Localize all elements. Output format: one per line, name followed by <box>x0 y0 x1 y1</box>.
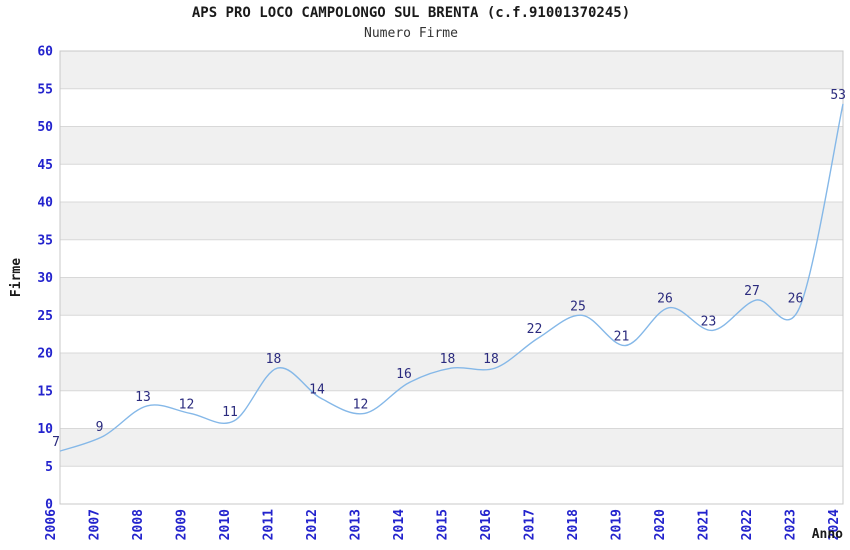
point-label: 13 <box>135 390 151 405</box>
chart-title: APS PRO LOCO CAMPOLONGO SUL BRENTA (c.f.… <box>191 5 631 21</box>
point-label: 27 <box>744 284 760 299</box>
point-label: 25 <box>570 299 586 314</box>
point-label: 21 <box>614 329 630 344</box>
point-label: 22 <box>527 322 543 337</box>
x-tick-label: 2020 <box>653 509 668 540</box>
gridlines <box>60 88 843 467</box>
point-label: 26 <box>788 292 804 307</box>
point-label: 26 <box>657 292 673 307</box>
x-tick-label: 2009 <box>175 509 190 540</box>
point-label: 18 <box>266 352 282 367</box>
plot-band <box>60 428 843 467</box>
point-label: 9 <box>96 420 104 435</box>
chart-subtitle: Numero Firme <box>364 26 458 41</box>
point-label: 11 <box>222 405 238 420</box>
x-tick-label: 2018 <box>566 509 581 540</box>
plot-band <box>60 277 843 316</box>
plot-band <box>60 51 843 89</box>
x-tick-label: 2015 <box>436 509 451 540</box>
point-labels: 7 9 13 12 11 18 14 12 16 18 18 22 25 21 26 23 27 26 53 <box>52 88 846 450</box>
y-axis-label: Firme <box>9 258 24 297</box>
y-tick-label: 25 <box>37 309 53 324</box>
x-tick-label: 2008 <box>131 509 146 540</box>
x-axis-label: Anno <box>812 527 843 542</box>
plot-band <box>60 202 843 240</box>
y-tick-labels: 0 5 10 15 20 25 30 35 40 45 50 55 60 <box>37 45 53 513</box>
y-tick-label: 30 <box>37 271 53 286</box>
point-label: 18 <box>440 352 456 367</box>
point-label: 12 <box>179 397 195 412</box>
x-tick-label: 2019 <box>610 509 625 540</box>
point-label: 18 <box>483 352 499 367</box>
point-label: 23 <box>701 314 717 329</box>
x-tick-label: 2017 <box>523 509 538 540</box>
y-tick-label: 35 <box>37 233 53 248</box>
point-label: 7 <box>52 435 60 450</box>
point-label: 14 <box>309 382 325 397</box>
y-tick-label: 20 <box>37 347 53 362</box>
x-tick-label: 2006 <box>44 509 59 540</box>
x-tick-label: 2024 <box>827 509 842 540</box>
x-tick-label: 2007 <box>88 509 103 540</box>
y-tick-label: 5 <box>45 460 53 475</box>
plot-band <box>60 126 843 165</box>
x-tick-label: 2011 <box>262 509 277 540</box>
point-label: 53 <box>830 88 846 103</box>
x-tick-label: 2021 <box>697 509 712 540</box>
y-tick-label: 45 <box>37 158 53 173</box>
y-tick-label: 0 <box>45 498 53 513</box>
y-tick-label: 55 <box>37 82 53 97</box>
point-label: 12 <box>353 397 369 412</box>
y-tick-label: 60 <box>37 45 53 60</box>
plot-bands <box>60 51 843 467</box>
plot-band <box>60 353 843 391</box>
x-tick-label: 2022 <box>740 509 755 540</box>
y-tick-label: 15 <box>37 384 53 399</box>
x-tick-label: 2010 <box>218 509 233 540</box>
y-tick-label: 50 <box>37 120 53 135</box>
plot-frame <box>59 50 844 505</box>
point-label: 16 <box>396 367 412 382</box>
x-tick-label: 2016 <box>479 509 494 540</box>
x-tick-label: 2013 <box>349 509 364 540</box>
x-tick-label: 2023 <box>784 509 799 540</box>
y-tick-label: 40 <box>37 196 53 211</box>
x-tick-label: 2012 <box>305 509 320 540</box>
data-line <box>59 103 844 452</box>
x-tick-labels: 2006 2007 2008 2009 2010 2011 2012 2013 2014 2015… <box>44 509 842 540</box>
y-tick-label: 10 <box>37 422 53 437</box>
x-tick-label: 2014 <box>392 509 407 540</box>
